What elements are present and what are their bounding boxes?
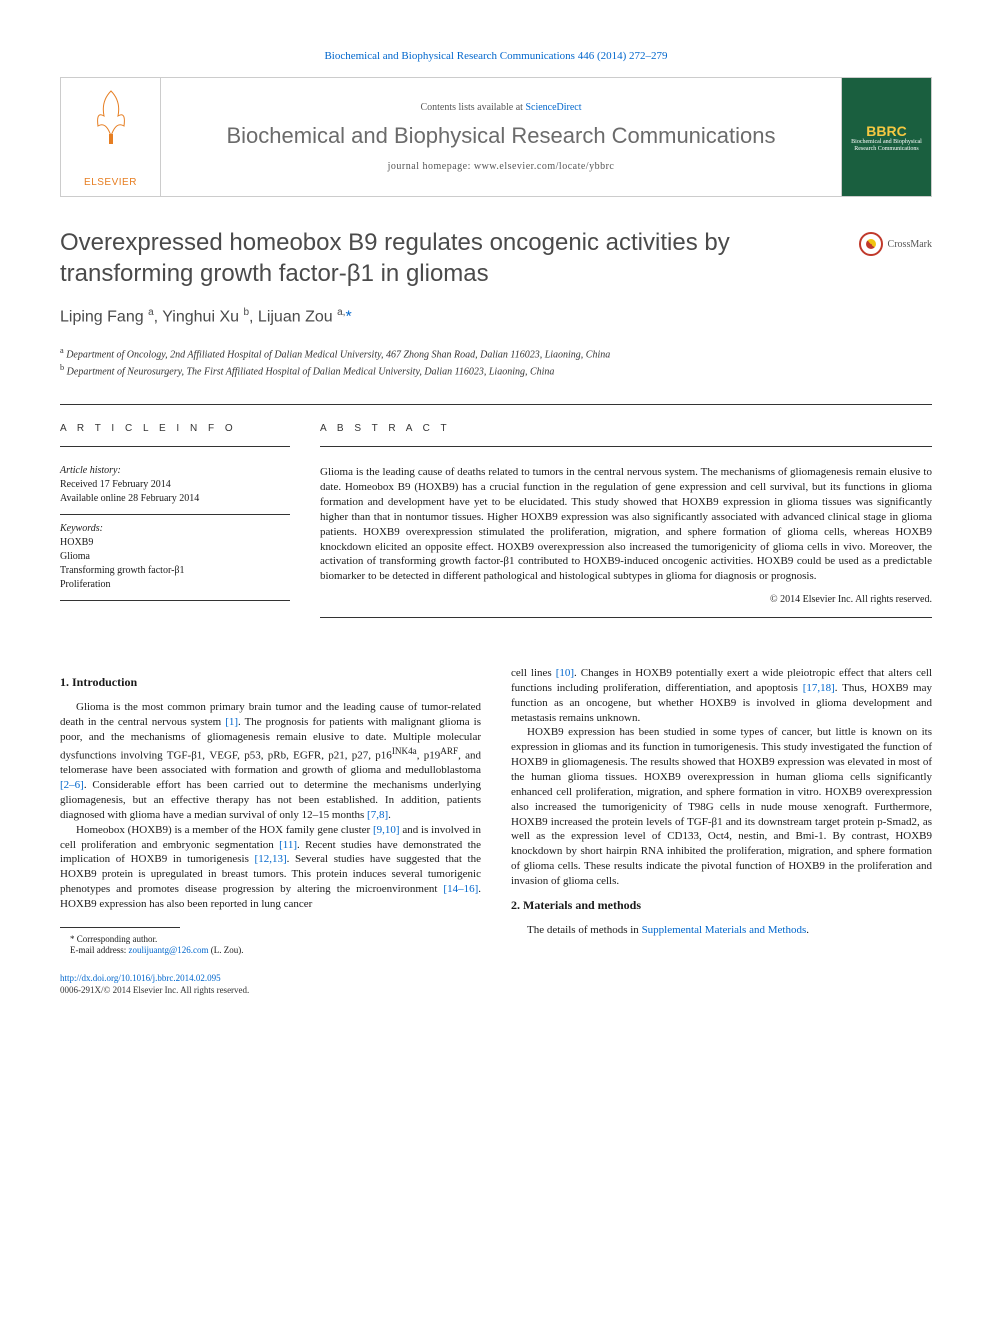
abstract-heading: A B S T R A C T (320, 423, 932, 434)
article-title: Overexpressed homeobox B9 regulates onco… (60, 227, 820, 289)
abstract-copyright: © 2014 Elsevier Inc. All rights reserved… (320, 594, 932, 605)
history-text: Received 17 February 2014Available onlin… (60, 478, 290, 506)
affiliation-b: b Department of Neurosurgery, The First … (60, 362, 932, 379)
article-info-sidebar: A R T I C L E I N F O Article history: R… (60, 423, 290, 636)
body-paragraph: cell lines [10]. Changes in HOXB9 potent… (511, 666, 932, 725)
banner-center: Contents lists available at ScienceDirec… (161, 78, 841, 196)
abstract-text: Glioma is the leading cause of deaths re… (320, 465, 932, 584)
issn-line: 0006-291X/© 2014 Elsevier Inc. All right… (60, 985, 249, 995)
footnote-separator (60, 927, 180, 928)
publisher-logo-block: ELSEVIER (61, 78, 161, 196)
divider (320, 446, 932, 447)
keywords-label: Keywords: (60, 523, 290, 534)
affiliations: a Department of Oncology, 2nd Affiliated… (60, 345, 932, 380)
journal-homepage-line: journal homepage: www.elsevier.com/locat… (388, 161, 615, 172)
doi-link[interactable]: http://dx.doi.org/10.1016/j.bbrc.2014.02… (60, 973, 221, 983)
email-note: E-mail address: zoulijuantg@126.com (L. … (60, 945, 481, 957)
cover-label: Biochemical and Biophysical Research Com… (846, 139, 927, 153)
keywords-text: HOXB9GliomaTransforming growth factor-β1… (60, 536, 290, 592)
section-heading-methods: 2. Materials and methods (511, 897, 932, 913)
footnotes: * Corresponding author. E-mail address: … (60, 934, 481, 957)
journal-ref-link[interactable]: Biochemical and Biophysical Research Com… (324, 50, 667, 62)
article-info-heading: A R T I C L E I N F O (60, 423, 290, 434)
body-paragraph: HOXB9 expression has been studied in som… (511, 725, 932, 888)
body-paragraph: Homeobox (HOXB9) is a member of the HOX … (60, 823, 481, 912)
email-label: E-mail address: (70, 945, 128, 955)
journal-banner: ELSEVIER Contents lists available at Sci… (60, 77, 932, 197)
divider (60, 446, 290, 447)
elsevier-tree-icon (86, 86, 136, 146)
contents-prefix: Contents lists available at (420, 102, 525, 113)
homepage-url: www.elsevier.com/locate/ybbrc (474, 161, 614, 172)
affiliation-a: a Department of Oncology, 2nd Affiliated… (60, 345, 932, 362)
corresponding-author-note: * Corresponding author. (60, 934, 481, 946)
crossmark-label: CrossMark (888, 239, 932, 250)
author-email-link[interactable]: zoulijuantg@126.com (128, 945, 208, 955)
journal-reference: Biochemical and Biophysical Research Com… (60, 50, 932, 62)
journal-cover-thumb: BBRC Biochemical and Biophysical Researc… (841, 78, 931, 196)
email-suffix: (L. Zou). (209, 945, 244, 955)
article-body: 1. Introduction Glioma is the most commo… (60, 666, 932, 996)
journal-title: Biochemical and Biophysical Research Com… (226, 123, 775, 149)
section-heading-intro: 1. Introduction (60, 674, 481, 690)
divider (60, 404, 932, 405)
crossmark-icon (859, 232, 883, 256)
homepage-prefix: journal homepage: (388, 161, 474, 172)
publisher-name: ELSEVIER (84, 177, 137, 188)
history-label: Article history: (60, 465, 290, 476)
body-paragraph: Glioma is the most common primary brain … (60, 700, 481, 822)
sciencedirect-link[interactable]: ScienceDirect (525, 102, 581, 113)
contents-available-line: Contents lists available at ScienceDirec… (420, 102, 581, 113)
cover-abbrev: BBRC (866, 123, 906, 139)
footer-block: http://dx.doi.org/10.1016/j.bbrc.2014.02… (60, 972, 481, 996)
abstract-block: A B S T R A C T Glioma is the leading ca… (320, 423, 932, 636)
crossmark-badge[interactable]: CrossMark (859, 232, 932, 256)
authors-line: Liping Fang a, Yinghui Xu b, Lijuan Zou … (60, 307, 932, 326)
body-paragraph: The details of methods in Supplemental M… (511, 923, 932, 938)
divider (320, 617, 932, 618)
